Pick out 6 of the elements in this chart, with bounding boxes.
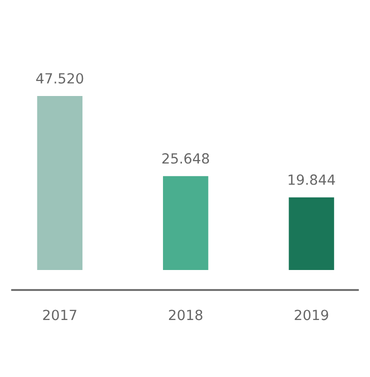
data-label: 19.844	[288, 174, 335, 185]
x-tick-label: 2019	[294, 310, 328, 320]
x-tick-label: 2018	[168, 310, 202, 320]
data-label: 47.520	[36, 73, 84, 84]
data-label: 25.648	[162, 153, 209, 164]
x-tick-label: 2017	[43, 310, 76, 320]
